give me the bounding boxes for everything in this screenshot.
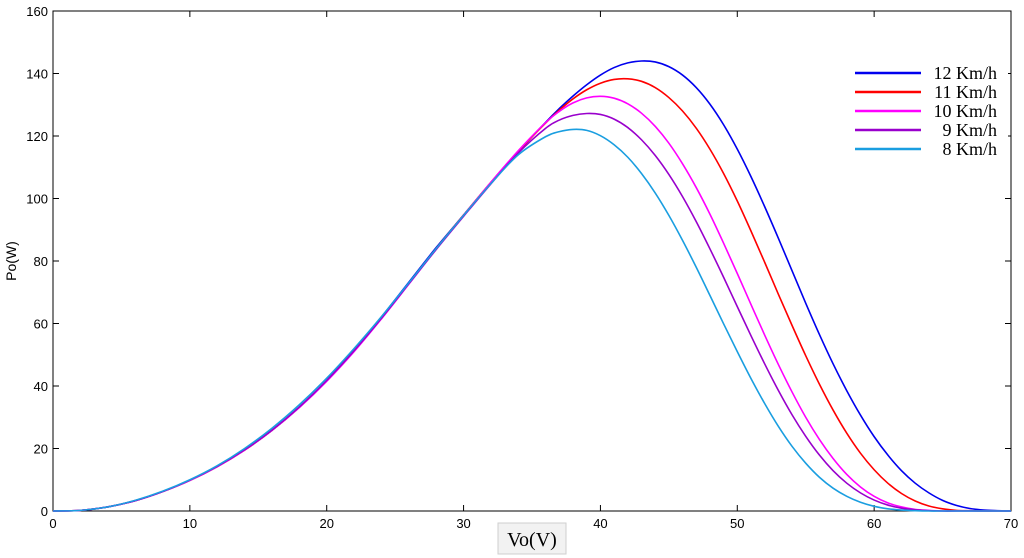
y-axis-label: Po(W) <box>3 241 19 281</box>
y-tick-label: 100 <box>26 192 48 207</box>
x-tick-label: 10 <box>183 516 197 531</box>
x-axis-label-box <box>497 522 567 555</box>
x-axis-label: Vo(V) <box>507 529 557 551</box>
y-tick-label: 20 <box>34 442 48 457</box>
y-tick-label: 140 <box>26 67 48 82</box>
y-tick-label: 120 <box>26 129 48 144</box>
x-tick-label: 50 <box>730 516 744 531</box>
y-tick-label: 60 <box>34 317 48 332</box>
x-tick-label: 70 <box>1004 516 1018 531</box>
x-tick-label: 20 <box>319 516 333 531</box>
legend-box <box>848 62 1008 164</box>
y-tick-label: 160 <box>26 4 48 19</box>
y-tick-label: 40 <box>34 379 48 394</box>
series-line-4 <box>52 112 1011 512</box>
legend-label: 10 Km/h <box>933 101 997 121</box>
series-line-5 <box>52 128 1011 512</box>
y-tick-label: 80 <box>34 254 48 269</box>
legend-label: 12 Km/h <box>933 63 997 83</box>
x-axis-ticks: 0 10 20 30 40 50 60 70 <box>49 11 1018 531</box>
y-axis-ticks: 0 20 40 60 80 100 120 140 160 <box>26 4 1011 519</box>
legend-label: 11 Km/h <box>934 82 997 102</box>
x-tick-label: 0 <box>49 516 56 531</box>
x-tick-label: 60 <box>867 516 881 531</box>
legend-label: 8 Km/h <box>942 139 997 159</box>
series-lines <box>52 60 1012 512</box>
legend-label: 9 Km/h <box>942 120 997 140</box>
y-tick-label: 0 <box>41 504 48 519</box>
legend: 12 Km/h11 Km/h10 Km/h9 Km/h8 Km/h <box>848 62 1008 164</box>
x-tick-label: 40 <box>593 516 607 531</box>
x-tick-label: 30 <box>456 516 470 531</box>
